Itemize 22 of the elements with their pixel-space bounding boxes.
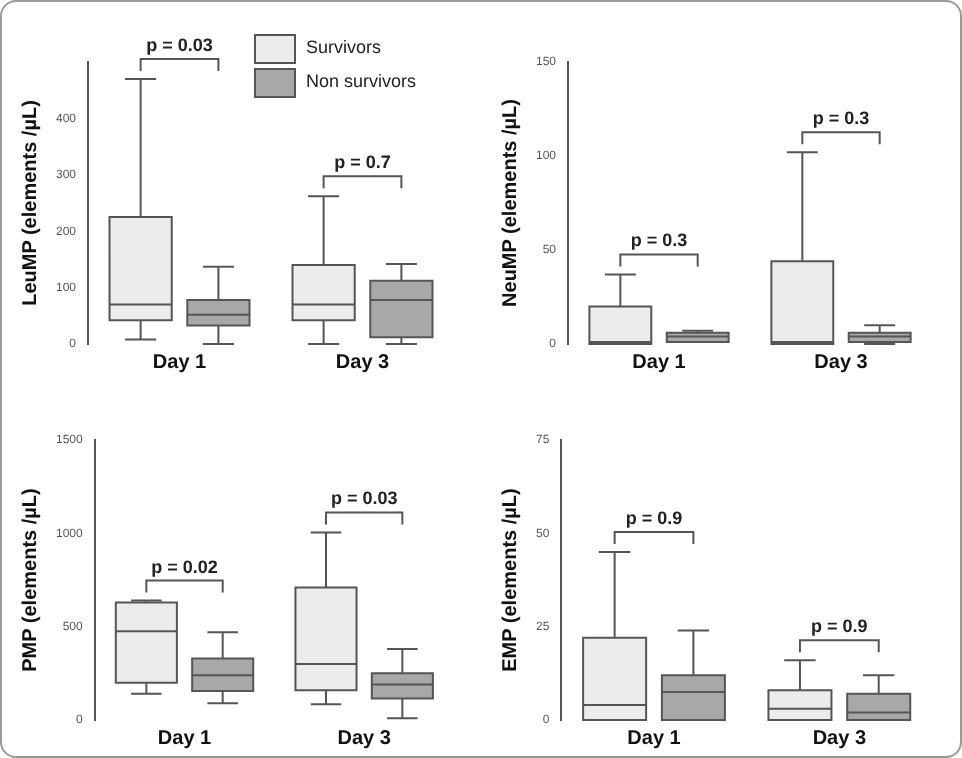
y-axis-title: LeuMP (elements /µL) [19, 100, 42, 306]
x-tick-label: Day 3 [814, 351, 869, 374]
annotation: p = 0.3 [630, 230, 688, 251]
annotation: p = 0.02 [151, 556, 218, 577]
legend-label: Survivors [306, 36, 383, 57]
x-tick-label: Day 1 [152, 351, 208, 374]
x-tick-label: Day 3 [335, 351, 391, 374]
y-axis-title: NeuMP (elements /µL) [499, 99, 522, 307]
x-tick-label: Day 3 [812, 727, 867, 750]
annotation: p = 0.3 [812, 108, 870, 129]
y-axis-title: EMP (elements /µL) [499, 488, 522, 672]
annotation: p = 0.7 [334, 152, 391, 173]
y-axis-title: PMP (elements /µL) [19, 488, 42, 672]
x-tick-label: Day 1 [632, 351, 687, 374]
x-tick-label: Day 1 [627, 727, 682, 750]
annotation: p = 0.9 [811, 616, 868, 637]
x-tick-label: Day 1 [157, 727, 213, 750]
annotation: p = 0.03 [330, 488, 398, 509]
legend-label: Non survivors [306, 70, 418, 91]
x-tick-label: Day 3 [337, 727, 392, 750]
text: p = 0.03 [146, 34, 213, 55]
annotation: p = 0.9 [625, 507, 683, 528]
